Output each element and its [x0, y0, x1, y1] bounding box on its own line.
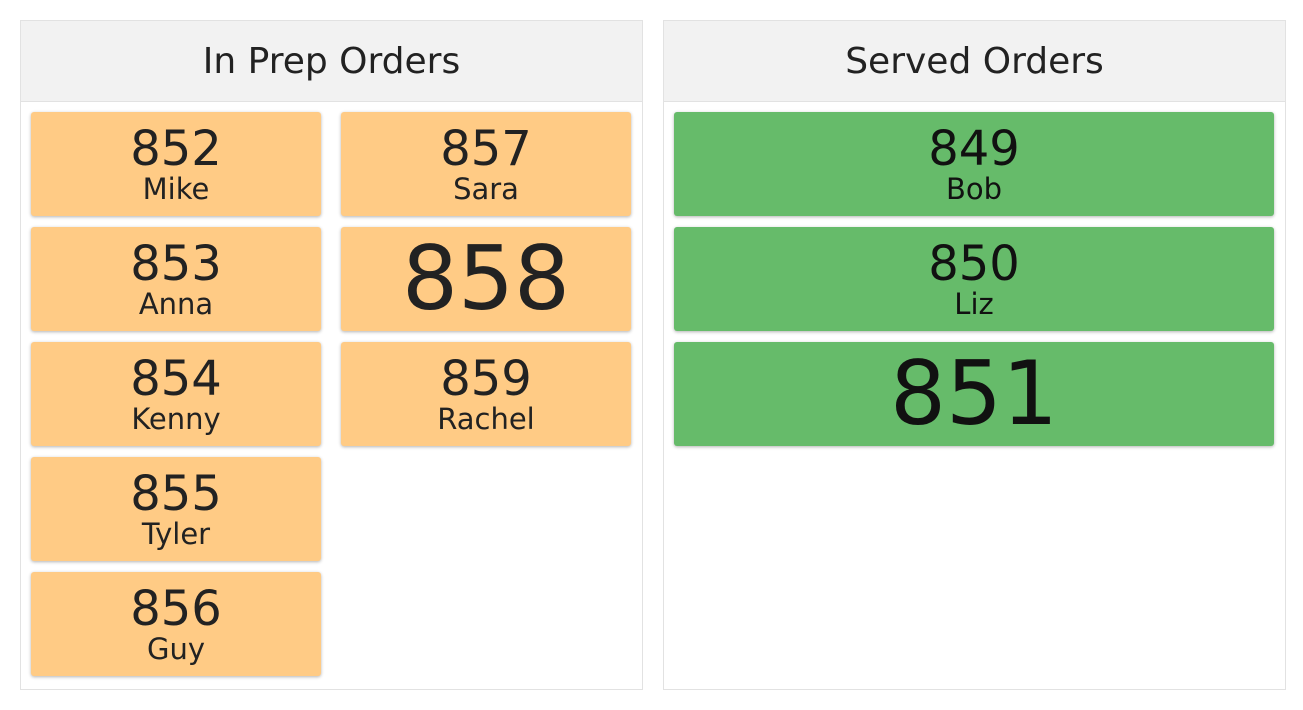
order-number: 858: [402, 227, 570, 330]
customer-name: Liz: [954, 286, 994, 321]
customer-name: Tyler: [141, 516, 211, 551]
order-card: 858: [341, 227, 631, 331]
served-panel: Served Orders 849 Bob 850 Liz 851: [663, 20, 1286, 690]
order-card: 857 Sara: [341, 112, 631, 216]
order-number: 856: [130, 580, 222, 637]
order-list: 849 Bob 850 Liz 851: [664, 102, 1285, 456]
order-list: 852 Mike 853 Anna 854 Kenny 855 Tyler 856 Guy 857 S…: [21, 102, 642, 686]
order-card: 855 Tyler: [31, 457, 321, 561]
order-card: 854 Kenny: [31, 342, 321, 446]
panel-title: In Prep Orders: [21, 21, 642, 102]
customer-name: Rachel: [437, 401, 535, 436]
order-number: 849: [928, 120, 1020, 177]
order-card: 853 Anna: [31, 227, 321, 331]
customer-name: Mike: [142, 171, 210, 206]
order-card: 851: [674, 342, 1274, 446]
order-card: 852 Mike: [31, 112, 321, 216]
customer-name: Sara: [453, 171, 519, 206]
order-number: 853: [130, 235, 222, 292]
order-number: 857: [440, 120, 532, 177]
panel-title: Served Orders: [664, 21, 1285, 102]
order-number: 854: [130, 350, 222, 407]
order-number: 850: [928, 235, 1020, 292]
order-card: 850 Liz: [674, 227, 1274, 331]
order-number: 855: [130, 465, 222, 522]
customer-name: Kenny: [131, 401, 221, 436]
customer-name: Anna: [138, 286, 214, 321]
order-card: 856 Guy: [31, 572, 321, 676]
order-number: 852: [130, 120, 222, 177]
order-card: 849 Bob: [674, 112, 1274, 216]
customer-name: Guy: [146, 631, 205, 666]
customer-name: Bob: [945, 171, 1003, 206]
order-number: 851: [890, 342, 1058, 445]
order-card: 859 Rachel: [341, 342, 631, 446]
order-number: 859: [440, 350, 532, 407]
in-prep-panel: In Prep Orders 852 Mike 853 Anna 854 Kenny 855…: [20, 20, 643, 690]
